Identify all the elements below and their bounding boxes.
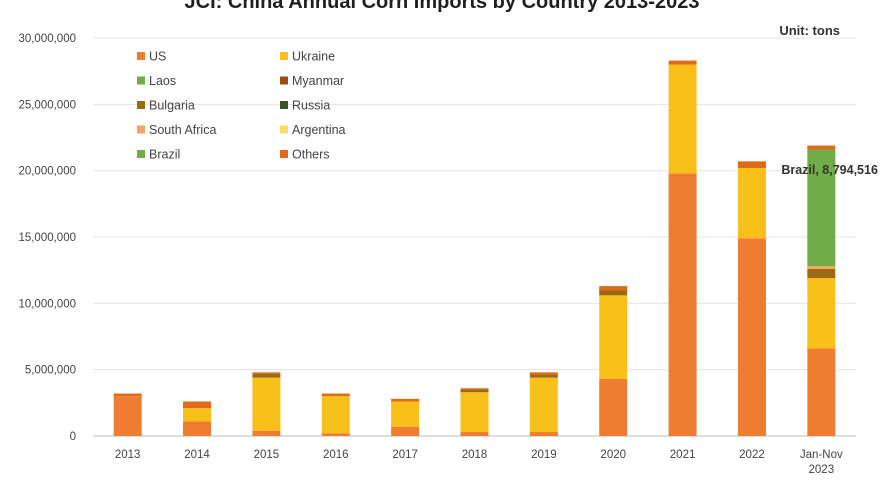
x-tick-label: 2019 <box>531 449 557 461</box>
bar-segment-ukraine <box>737 168 766 239</box>
x-tick-label: 2016 <box>323 449 349 461</box>
legend-swatch <box>280 101 288 109</box>
bar-segment-us <box>737 238 766 436</box>
bar-segment-others <box>183 401 212 409</box>
bar-segment-us <box>668 173 697 436</box>
bar-segment-others <box>599 286 628 291</box>
bar-segment-us <box>391 426 420 436</box>
legend-label: US <box>149 50 166 64</box>
bar-segment-brazil <box>807 149 836 267</box>
legend-label: Myanmar <box>292 74 344 88</box>
bar-segment-us <box>252 430 281 436</box>
bar-segment-others <box>668 60 697 65</box>
legend-label: Laos <box>149 74 176 88</box>
x-tick-label: 2014 <box>184 449 210 461</box>
y-tick-label: 15,000,000 <box>18 232 76 244</box>
bar-segment-south-africa <box>807 266 836 269</box>
bar-segment-ukraine <box>460 392 489 433</box>
legend-label: Brazil <box>149 148 180 162</box>
bar-segment-us <box>321 433 350 436</box>
annotation-label: Brazil, 8,794,516 <box>781 163 878 177</box>
bar-segment-us <box>599 378 628 436</box>
y-tick-label: 20,000,000 <box>18 166 76 178</box>
bar-segment-us <box>113 396 142 436</box>
bar-segment-us <box>183 421 212 436</box>
legend-swatch <box>280 76 288 85</box>
legend: US Ukraine Laos Myanmar Bulgaria Russia South … <box>137 50 346 162</box>
legend-label: Others <box>292 148 330 162</box>
chart-title: JCI: China Annual Corn Imports by Countr… <box>184 0 700 13</box>
legend-label: South Africa <box>149 123 216 137</box>
bar-segment-us <box>807 348 836 436</box>
legend-label: Russia <box>292 99 330 113</box>
legend-swatch <box>280 125 288 134</box>
bar-segment-others <box>460 388 489 390</box>
x-axis: 2013 2014 2015 2016 2017 2018 2019 2020 2021 2022… <box>115 449 843 476</box>
bar-segment-others <box>321 393 350 397</box>
bar-segment-others <box>391 398 420 402</box>
y-tick-label: 25,000,000 <box>18 99 76 111</box>
bar-segment-bulgaria <box>252 373 281 378</box>
bar-segment-others <box>529 372 558 375</box>
bar-segment-others <box>807 145 836 150</box>
bar-segment-ukraine <box>321 396 350 434</box>
bar-segment-ukraine <box>391 401 420 427</box>
bar-segment-ukraine <box>599 295 628 379</box>
bar-segment-others <box>113 393 142 397</box>
bar-segment-ukraine <box>668 64 697 174</box>
legend-swatch <box>137 125 145 134</box>
legend-label: Ukraine <box>292 50 335 64</box>
x-tick-label: 2020 <box>600 449 626 461</box>
y-tick-label: 0 <box>70 431 76 443</box>
legend-swatch <box>137 76 145 85</box>
y-tick-label: 5,000,000 <box>25 365 76 377</box>
x-tick-label: 2022 <box>739 449 765 461</box>
legend-swatch <box>137 150 145 158</box>
x-tick-label: 2021 <box>670 449 696 461</box>
bar-segment-ukraine <box>529 377 558 433</box>
bar-segment-bulgaria <box>599 290 628 296</box>
legend-swatch <box>280 52 288 60</box>
y-tick-label: 30,000,000 <box>18 33 76 45</box>
annotations: Brazil, 8,794,516 <box>781 163 878 177</box>
bar-segment-bulgaria <box>529 374 558 378</box>
legend-swatch <box>137 52 145 60</box>
x-tick-label: 2018 <box>462 449 488 461</box>
bar-segment-ukraine <box>183 408 212 422</box>
y-tick-label: 10,000,000 <box>18 298 76 310</box>
x-tick-label: 2015 <box>254 449 280 461</box>
bar-segment-us <box>529 432 558 436</box>
x-tick-label: 2013 <box>115 449 141 461</box>
unit-label: Unit: tons <box>779 23 840 38</box>
bar-segment-ukraine <box>807 278 836 349</box>
y-axis: 0 5,000,000 10,000,000 15,000,000 20,000,000… <box>18 33 76 443</box>
legend-swatch <box>280 150 288 158</box>
legend-swatch <box>137 101 145 109</box>
bar-segment-bulgaria <box>807 268 836 279</box>
bar-segment-others <box>252 372 281 374</box>
bar-segment-bulgaria <box>460 389 489 393</box>
gridlines <box>93 37 856 437</box>
x-tick-label: 2017 <box>392 449 418 461</box>
x-tick-label: Jan-Nov 2023 <box>800 449 843 476</box>
legend-label: Argentina <box>292 123 346 137</box>
bar-segment-ukraine <box>252 377 281 431</box>
bars <box>113 60 836 436</box>
bar-segment-us <box>460 432 489 436</box>
legend-label: Bulgaria <box>149 99 195 113</box>
bar-segment-others <box>737 161 766 169</box>
